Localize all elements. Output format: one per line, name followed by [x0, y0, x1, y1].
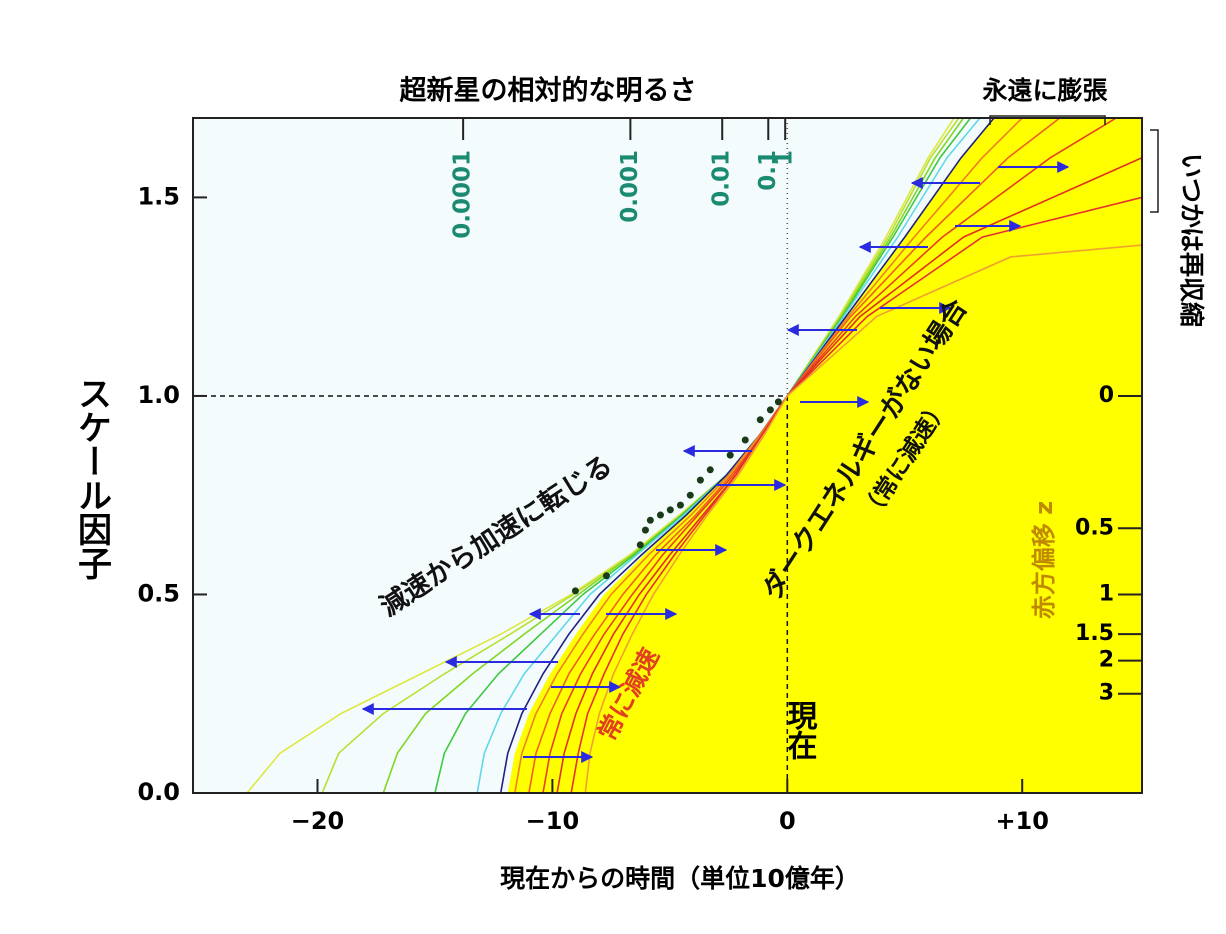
x-axis-label: 現在からの時間（単位10億年）: [500, 864, 860, 893]
curve: [528, 118, 1061, 793]
x-tick-label: +10: [995, 807, 1049, 835]
y2-tick-label: 2: [1099, 648, 1114, 673]
plot-area: [193, 118, 1142, 793]
y2-tick-label: 0.5: [1075, 515, 1114, 540]
top-tick-label: 1: [772, 150, 798, 166]
curve: [542, 118, 1117, 793]
supernova-point: [706, 466, 714, 474]
supernova-point: [641, 526, 649, 534]
supernova-point: [766, 406, 774, 414]
supernova-point: [656, 511, 664, 519]
curve: [514, 118, 1023, 793]
annotation: いつかは再収縮: [1177, 153, 1206, 327]
supernova-point: [774, 398, 782, 406]
y-axis-label: スケール因子: [72, 376, 112, 580]
curve: [499, 118, 995, 793]
y-tick-label: 1.0: [137, 381, 180, 409]
supernova-point: [646, 516, 654, 524]
curve: [434, 118, 972, 793]
arrows: [361, 161, 1070, 763]
curve: [246, 118, 955, 793]
x-tick-label: −20: [291, 807, 345, 835]
y2-axis-label: 赤方偏移 z: [1030, 501, 1058, 619]
y2-tick-label: 3: [1099, 681, 1114, 706]
y2-tick-label: 1: [1099, 581, 1114, 606]
annotation: 永遠に膨張: [982, 76, 1108, 105]
y-tick-label: 0.5: [137, 579, 180, 607]
supernova-point: [571, 587, 579, 595]
supernova-point: [696, 476, 704, 484]
supernova-point: [666, 506, 674, 514]
bracket: [1150, 129, 1159, 213]
title: 超新星の相対的な明るさ: [400, 75, 697, 107]
supernova-point: [636, 541, 644, 549]
plot-frame: [192, 117, 1143, 794]
y-tick-label: 0.0: [137, 778, 180, 806]
supernova-point: [726, 451, 734, 459]
top-tick-label: 0.001: [617, 150, 643, 223]
top-tick-label: 0.1: [755, 150, 781, 191]
supernova-point: [602, 572, 610, 580]
shaded-region: [507, 118, 1142, 793]
y2-tick-label: 1.5: [1075, 621, 1114, 646]
bracket: [989, 115, 1106, 125]
curve: [476, 118, 981, 793]
y2-tick-label: 0: [1099, 383, 1114, 408]
top-tick-label: 0.0001: [450, 150, 476, 239]
supernova-point: [686, 491, 694, 499]
top-tick-label: 0.01: [709, 150, 735, 207]
y-tick-label: 1.5: [137, 182, 180, 210]
supernova-point: [756, 416, 764, 424]
supernova-point: [676, 501, 684, 509]
curve: [584, 244, 1142, 793]
x-tick-label: 0: [779, 807, 796, 835]
x-tick-label: −10: [526, 807, 580, 835]
supernova-point: [741, 436, 749, 444]
annotation: 現在: [782, 700, 818, 760]
